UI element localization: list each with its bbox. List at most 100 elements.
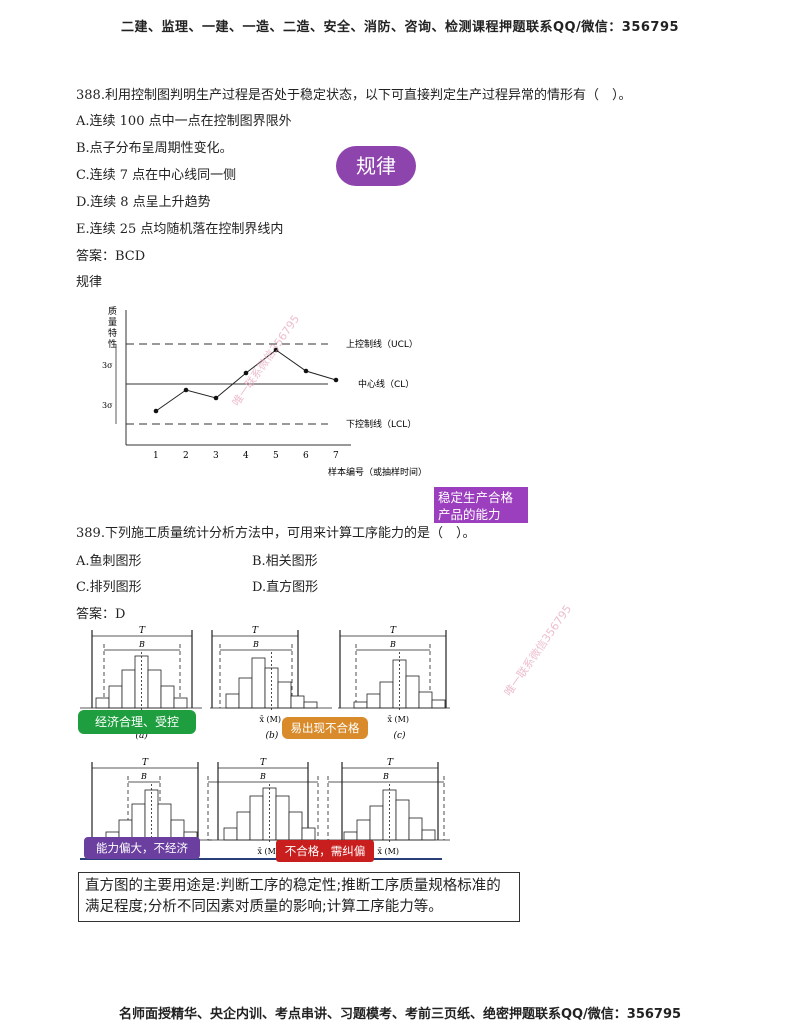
- chart-point: [183, 387, 189, 393]
- q388-option-d: D.连续 8 点呈上升趋势: [76, 195, 211, 210]
- q389-option-d: D.直方图形: [252, 580, 319, 595]
- q388-answer: 答案：BCD: [76, 249, 146, 264]
- histogram-bar: [131, 803, 146, 841]
- q388-option-e: E.连续 25 点均随机落在控制界线内: [76, 222, 284, 237]
- histogram-bar: [238, 677, 253, 709]
- histogram-panel: TBx̄ (M) (b): [210, 626, 332, 741]
- summary-box: 直方图的主要用途是:判断工序的稳定性;推断工序质量规格标准的满足程度;分析不同因…: [78, 872, 520, 922]
- ucl-label: 上控制线（UCL）: [346, 338, 418, 350]
- chart-x-label: 样本编号（或抽样时间）: [328, 466, 427, 478]
- page-header: 二建、监理、一建、一造、二造、安全、消防、咨询、检测课程押题联系QQ/微信：35…: [120, 20, 680, 35]
- histogram-bar: [95, 697, 110, 709]
- t-label: T: [390, 626, 397, 636]
- histogram-bar: [405, 675, 420, 709]
- histogram-bar: [121, 669, 136, 709]
- histogram-bar: [223, 827, 238, 841]
- histogram-panel: TB: [90, 758, 212, 844]
- b-label: B: [252, 640, 259, 649]
- chart-x-tick-label: 1: [153, 451, 159, 461]
- histogram-bar: [343, 831, 358, 841]
- histogram-bar: [277, 681, 292, 709]
- histogram-bar: [431, 699, 446, 709]
- histogram-bar: [288, 811, 303, 841]
- chart-x-tick-label: 4: [243, 451, 249, 461]
- b-label: B: [140, 772, 147, 781]
- histogram-panel: TBx̄ (M): [207, 758, 330, 856]
- chart-x-tick-label: 7: [333, 451, 339, 461]
- q389-option-c: C.排列图形: [76, 580, 142, 595]
- b-label: B: [138, 640, 145, 649]
- sigma-label-lower: 3σ: [102, 401, 113, 410]
- q389-option-a: A.鱼刺图形: [76, 554, 142, 569]
- purple-note: 稳定生产合格产品的能力: [434, 487, 528, 523]
- watermark: 唯一联系微信356795: [501, 602, 575, 699]
- mean-label: x̄ (M): [258, 847, 280, 856]
- page-footer: 名师面授精华、央企内训、考点串讲、习题模考、考前三页纸、绝密押题联系QQ/微信：…: [118, 1007, 682, 1022]
- chart-point: [333, 377, 339, 383]
- chart-point: [243, 370, 249, 376]
- q388-option-b: B.点子分布呈周期性变化。: [76, 141, 233, 156]
- figure-divider: [80, 858, 442, 860]
- b-label: B: [259, 772, 266, 781]
- histogram-panel: TBx̄ (M) (c): [338, 626, 450, 741]
- chart-y-title-char: 量: [108, 317, 117, 328]
- histogram-bar: [225, 693, 240, 709]
- b-label: B: [389, 640, 396, 649]
- chart-point: [153, 408, 159, 414]
- q389-stem: 389.下列施工质量统计分析方法中，可用来计算工序能力的是（ ）。: [76, 526, 476, 541]
- histogram-bar: [108, 685, 123, 709]
- histogram-bar: [369, 805, 384, 841]
- q388-option-a: A.连续 100 点中一点在控制图界限外: [76, 114, 292, 129]
- q388-stem: 388.利用控制图判明生产过程是否处于稳定状态，以下可直接判定生产过程异常的情形…: [76, 88, 632, 103]
- b-label: B: [382, 772, 389, 781]
- chart-x-tick-label: 5: [273, 451, 279, 461]
- chart-x-tick-label: 2: [183, 451, 189, 461]
- chart-x-tick-label: 3: [213, 451, 219, 461]
- histogram-bar: [421, 829, 436, 841]
- mean-label: x̄ (M): [260, 715, 282, 724]
- histogram-bar: [173, 697, 188, 709]
- tag-prone-unqualified: 易出现不合格: [282, 717, 368, 739]
- cl-label: 中心线（CL）: [358, 378, 414, 390]
- q389-option-b: B.相关图形: [252, 554, 318, 569]
- q389-answer: 答案：D: [76, 607, 126, 622]
- histogram-bar: [366, 693, 381, 709]
- histogram-bar: [379, 681, 394, 709]
- q388-note: 规律: [76, 275, 103, 290]
- chart-point: [303, 368, 309, 374]
- q388-option-c: C.连续 7 点在中心线同一侧: [76, 168, 237, 183]
- t-label: T: [142, 758, 149, 768]
- histogram-bar: [353, 701, 368, 709]
- tag-unqualified: 不合格，需纠偏: [276, 840, 374, 862]
- histogram-bar: [251, 657, 266, 709]
- histogram-bar: [303, 701, 318, 709]
- panel-caption: (c): [394, 730, 407, 741]
- chart-y-title-char: 质: [108, 305, 117, 317]
- histogram-bar: [418, 691, 433, 709]
- histogram-panel: TB (a): [80, 626, 202, 741]
- histogram-bar: [147, 669, 162, 709]
- t-label: T: [252, 626, 259, 636]
- histogram-bar: [395, 799, 410, 841]
- histogram-bar: [290, 695, 305, 709]
- panel-caption: (b): [266, 730, 279, 741]
- chart-point: [273, 347, 279, 353]
- histogram-bar: [301, 827, 316, 841]
- histogram-bar: [275, 795, 290, 841]
- mean-label: x̄ (M): [388, 715, 410, 724]
- panel-caption: (a): [136, 730, 149, 741]
- chart-y-title-char: 特: [108, 327, 117, 339]
- histogram-bar: [408, 817, 423, 841]
- histogram-bar: [249, 795, 264, 841]
- histogram-bar: [236, 811, 251, 841]
- sigma-label-upper: 3σ: [102, 361, 113, 370]
- chart-point: [213, 395, 219, 401]
- tag-economical: 经济合理、受控: [78, 710, 196, 734]
- histogram-bar: [356, 819, 371, 841]
- t-label: T: [387, 758, 394, 768]
- histogram-bar: [160, 685, 175, 709]
- lcl-label: 下控制线（LCL）: [346, 418, 416, 430]
